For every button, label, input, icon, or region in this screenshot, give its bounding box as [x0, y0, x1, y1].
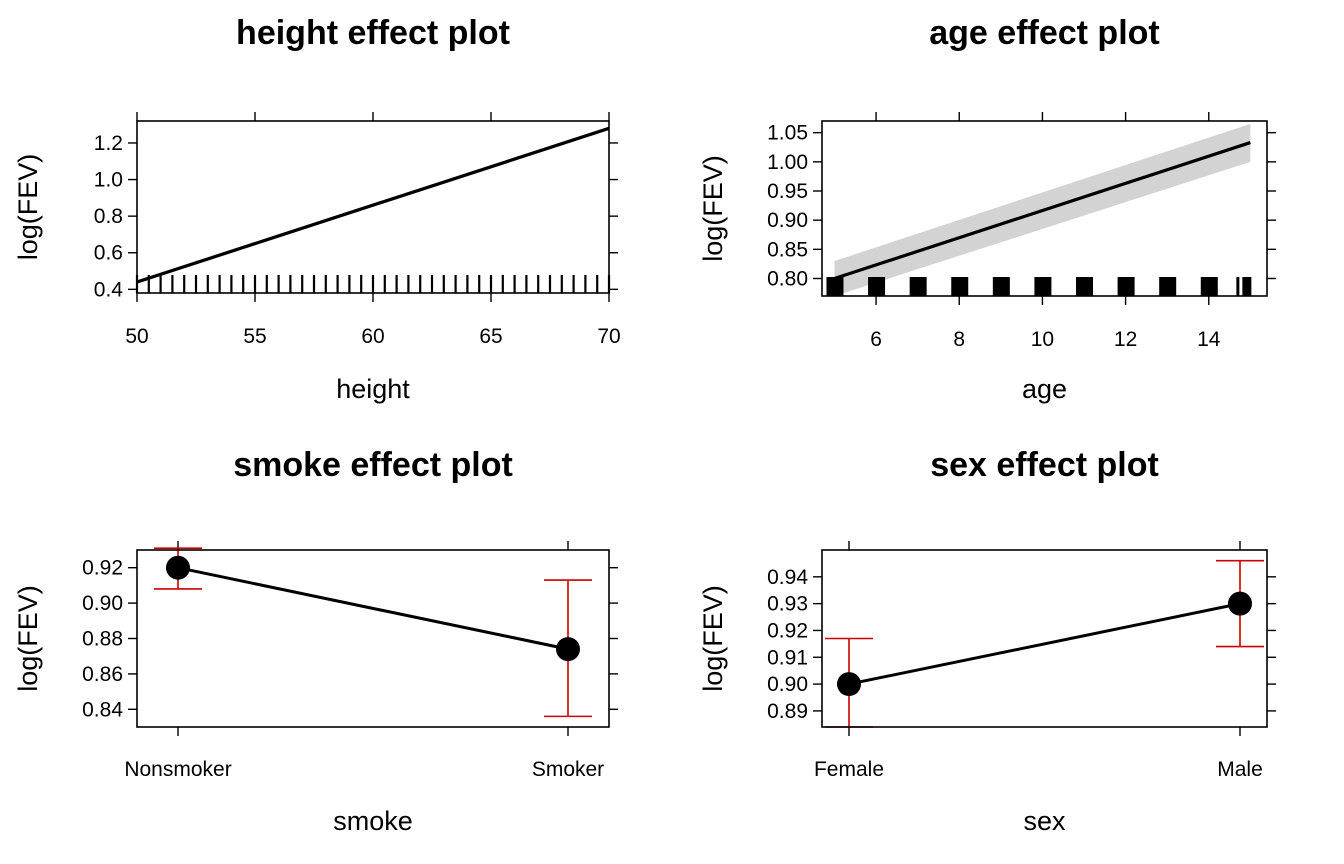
y-tick-label: 0.88: [82, 628, 123, 651]
x-tick-label: 6: [870, 328, 882, 351]
y-tick-label: 0.90: [767, 673, 808, 696]
rug-mark: [1117, 277, 1135, 296]
y-axis-label: log(FEV): [13, 154, 43, 261]
plot-frame: [136, 120, 610, 294]
panel-smoke: smoke effect plot smoke log(FEV) 0.84 0.86 0.…: [13, 446, 618, 836]
plot-frame: [136, 549, 610, 728]
category-label: Female: [814, 758, 884, 781]
panel-title: sex effect plot: [930, 446, 1159, 484]
y-tick-label: 0.85: [767, 238, 808, 261]
rug-mark: [1200, 277, 1218, 296]
y-tick-label: 0.90: [82, 592, 123, 615]
y-axis-label: log(FEV): [698, 155, 728, 262]
x-tick-label: 50: [125, 325, 148, 348]
rug-mark: [1159, 277, 1177, 296]
y-tick-label: 0.93: [767, 593, 808, 616]
y-tick-label: 0.91: [767, 646, 808, 669]
category-label: Male: [1217, 758, 1263, 781]
y-tick-label: 0.95: [767, 180, 808, 203]
fit-line: [136, 126, 610, 284]
y-tick-label: 0.90: [767, 209, 808, 232]
y-tick-label: 1.05: [767, 122, 808, 145]
x-axis-label: smoke: [333, 806, 413, 836]
rug-mark: [1076, 277, 1094, 296]
panel-title: smoke effect plot: [233, 446, 513, 484]
x-tick-label: 12: [1114, 328, 1137, 351]
y-axis-label: log(FEV): [698, 585, 728, 692]
panel-title: height effect plot: [236, 14, 510, 52]
plot-frame: [821, 549, 1268, 728]
rug-mark: [1242, 277, 1252, 296]
y-tick-label: 0.94: [767, 566, 808, 589]
rug-mark: [1034, 277, 1052, 296]
x-tick-label: 10: [1031, 328, 1054, 351]
y-tick-label: 0.92: [82, 557, 123, 580]
rug-mark: [868, 277, 886, 296]
y-tick-label: 0.92: [767, 619, 808, 642]
x-tick-label: 55: [243, 325, 266, 348]
category-label: Nonsmoker: [124, 758, 231, 781]
rug-mark: [992, 277, 1010, 296]
estimate-point: [166, 555, 190, 580]
y-tick-label: 0.6: [94, 242, 123, 265]
fit-line: [833, 141, 1251, 281]
rug-mark: [951, 277, 969, 296]
y-tick-label: 0.84: [82, 698, 123, 721]
category-label: Smoker: [532, 758, 604, 781]
panel-title: age effect plot: [929, 14, 1159, 52]
estimate-point: [556, 637, 580, 662]
x-tick-label: 14: [1197, 328, 1221, 351]
y-tick-label: 1.2: [94, 132, 123, 155]
plot-frame: [821, 120, 1268, 297]
rug-mark: [826, 277, 844, 296]
y-tick-label: 0.8: [94, 205, 123, 228]
estimate-point: [837, 672, 861, 697]
x-axis-label: sex: [1023, 806, 1066, 836]
y-tick-label: 0.86: [82, 663, 123, 686]
x-tick-label: 70: [597, 325, 620, 348]
panel-age: age effect plot age log(FEV) 0.80 0.85 0.90 0.…: [698, 14, 1276, 404]
rug-mark: [909, 277, 927, 296]
x-tick-label: 60: [361, 325, 384, 348]
fit-line: [848, 602, 1241, 686]
y-tick-label: 1.0: [94, 169, 123, 192]
y-tick-label: 0.4: [94, 278, 124, 301]
y-tick-label: 0.80: [767, 268, 808, 291]
y-tick-label: 0.89: [767, 700, 808, 723]
x-axis-label: height: [336, 374, 410, 404]
y-axis-label: log(FEV): [13, 585, 43, 692]
x-tick-label: 8: [953, 328, 965, 351]
x-tick-label: 65: [479, 325, 502, 348]
estimate-point: [1228, 591, 1252, 616]
panel-sex: sex effect plot sex log(FEV) 0.89 0.90 0.91 0.…: [698, 446, 1276, 836]
rug-mark: [1236, 277, 1240, 296]
panel-height: height effect plot height log(FEV) 0.4 0.6 0.…: [13, 14, 621, 404]
x-axis-label: age: [1022, 374, 1067, 404]
y-tick-label: 1.00: [767, 151, 808, 174]
fit-line: [177, 566, 569, 651]
